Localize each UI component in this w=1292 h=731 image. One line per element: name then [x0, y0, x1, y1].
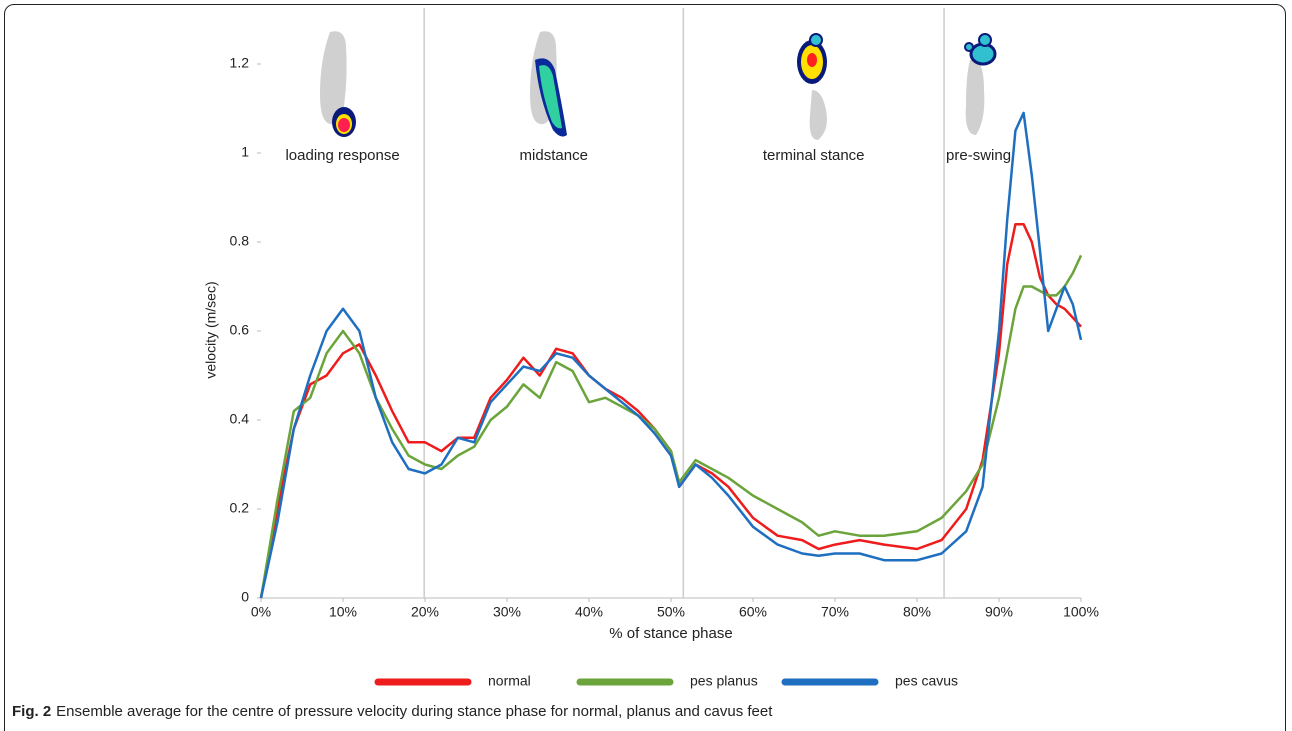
x-tick-label: 70% — [821, 604, 849, 620]
caption-label: Fig. 2 — [12, 703, 51, 720]
x-tick-label: 60% — [739, 604, 767, 620]
caption: Fig. 2 Ensemble average for the centre of… — [12, 703, 773, 720]
foot-pressure — [810, 34, 822, 46]
phase-label: loading response — [285, 147, 399, 164]
x-tick-label: 20% — [411, 604, 439, 620]
y-tick-label: 0 — [241, 589, 249, 605]
chart: % of stance phase velocity (m/sec) Fig. … — [0, 0, 1292, 731]
y-tick-label: 1 — [241, 144, 249, 160]
legend-label: normal — [488, 673, 531, 689]
x-tick-label: 10% — [329, 604, 357, 620]
x-tick-label: 30% — [493, 604, 521, 620]
series-line — [261, 255, 1081, 598]
foot-pressure — [979, 34, 991, 46]
x-tick-label: 80% — [903, 604, 931, 620]
foot-icon — [966, 60, 985, 135]
foot-pressure — [338, 118, 350, 132]
foot-icons — [320, 31, 995, 140]
phase-label: pre-swing — [946, 147, 1011, 164]
y-tick-label: 0.8 — [230, 233, 250, 249]
y-tick-label: 1.2 — [230, 55, 250, 71]
x-axis-label: % of stance phase — [609, 625, 732, 642]
y-tick-label: 0.6 — [230, 322, 250, 338]
x-tick-label: 100% — [1063, 604, 1099, 620]
foot-pressure — [807, 53, 817, 67]
y-tick-label: 0.4 — [230, 411, 250, 427]
x-tick-label: 40% — [575, 604, 603, 620]
phase-label: midstance — [520, 147, 588, 164]
foot-pressure — [971, 44, 995, 64]
y-axis-label: velocity (m/sec) — [203, 281, 219, 378]
foot-pressure — [965, 43, 973, 51]
series-line — [261, 113, 1081, 598]
legend-label: pes planus — [690, 673, 758, 689]
x-tick-label: 50% — [657, 604, 685, 620]
legend-label: pes cavus — [895, 673, 958, 689]
x-tick-label: 0% — [251, 604, 271, 620]
figure: % of stance phase velocity (m/sec) Fig. … — [0, 0, 1292, 731]
foot-icon — [810, 90, 827, 140]
y-tick-label: 0.2 — [230, 500, 250, 516]
x-tick-label: 90% — [985, 604, 1013, 620]
phase-label: terminal stance — [763, 147, 865, 164]
caption-text: Ensemble average for the centre of press… — [56, 703, 773, 720]
